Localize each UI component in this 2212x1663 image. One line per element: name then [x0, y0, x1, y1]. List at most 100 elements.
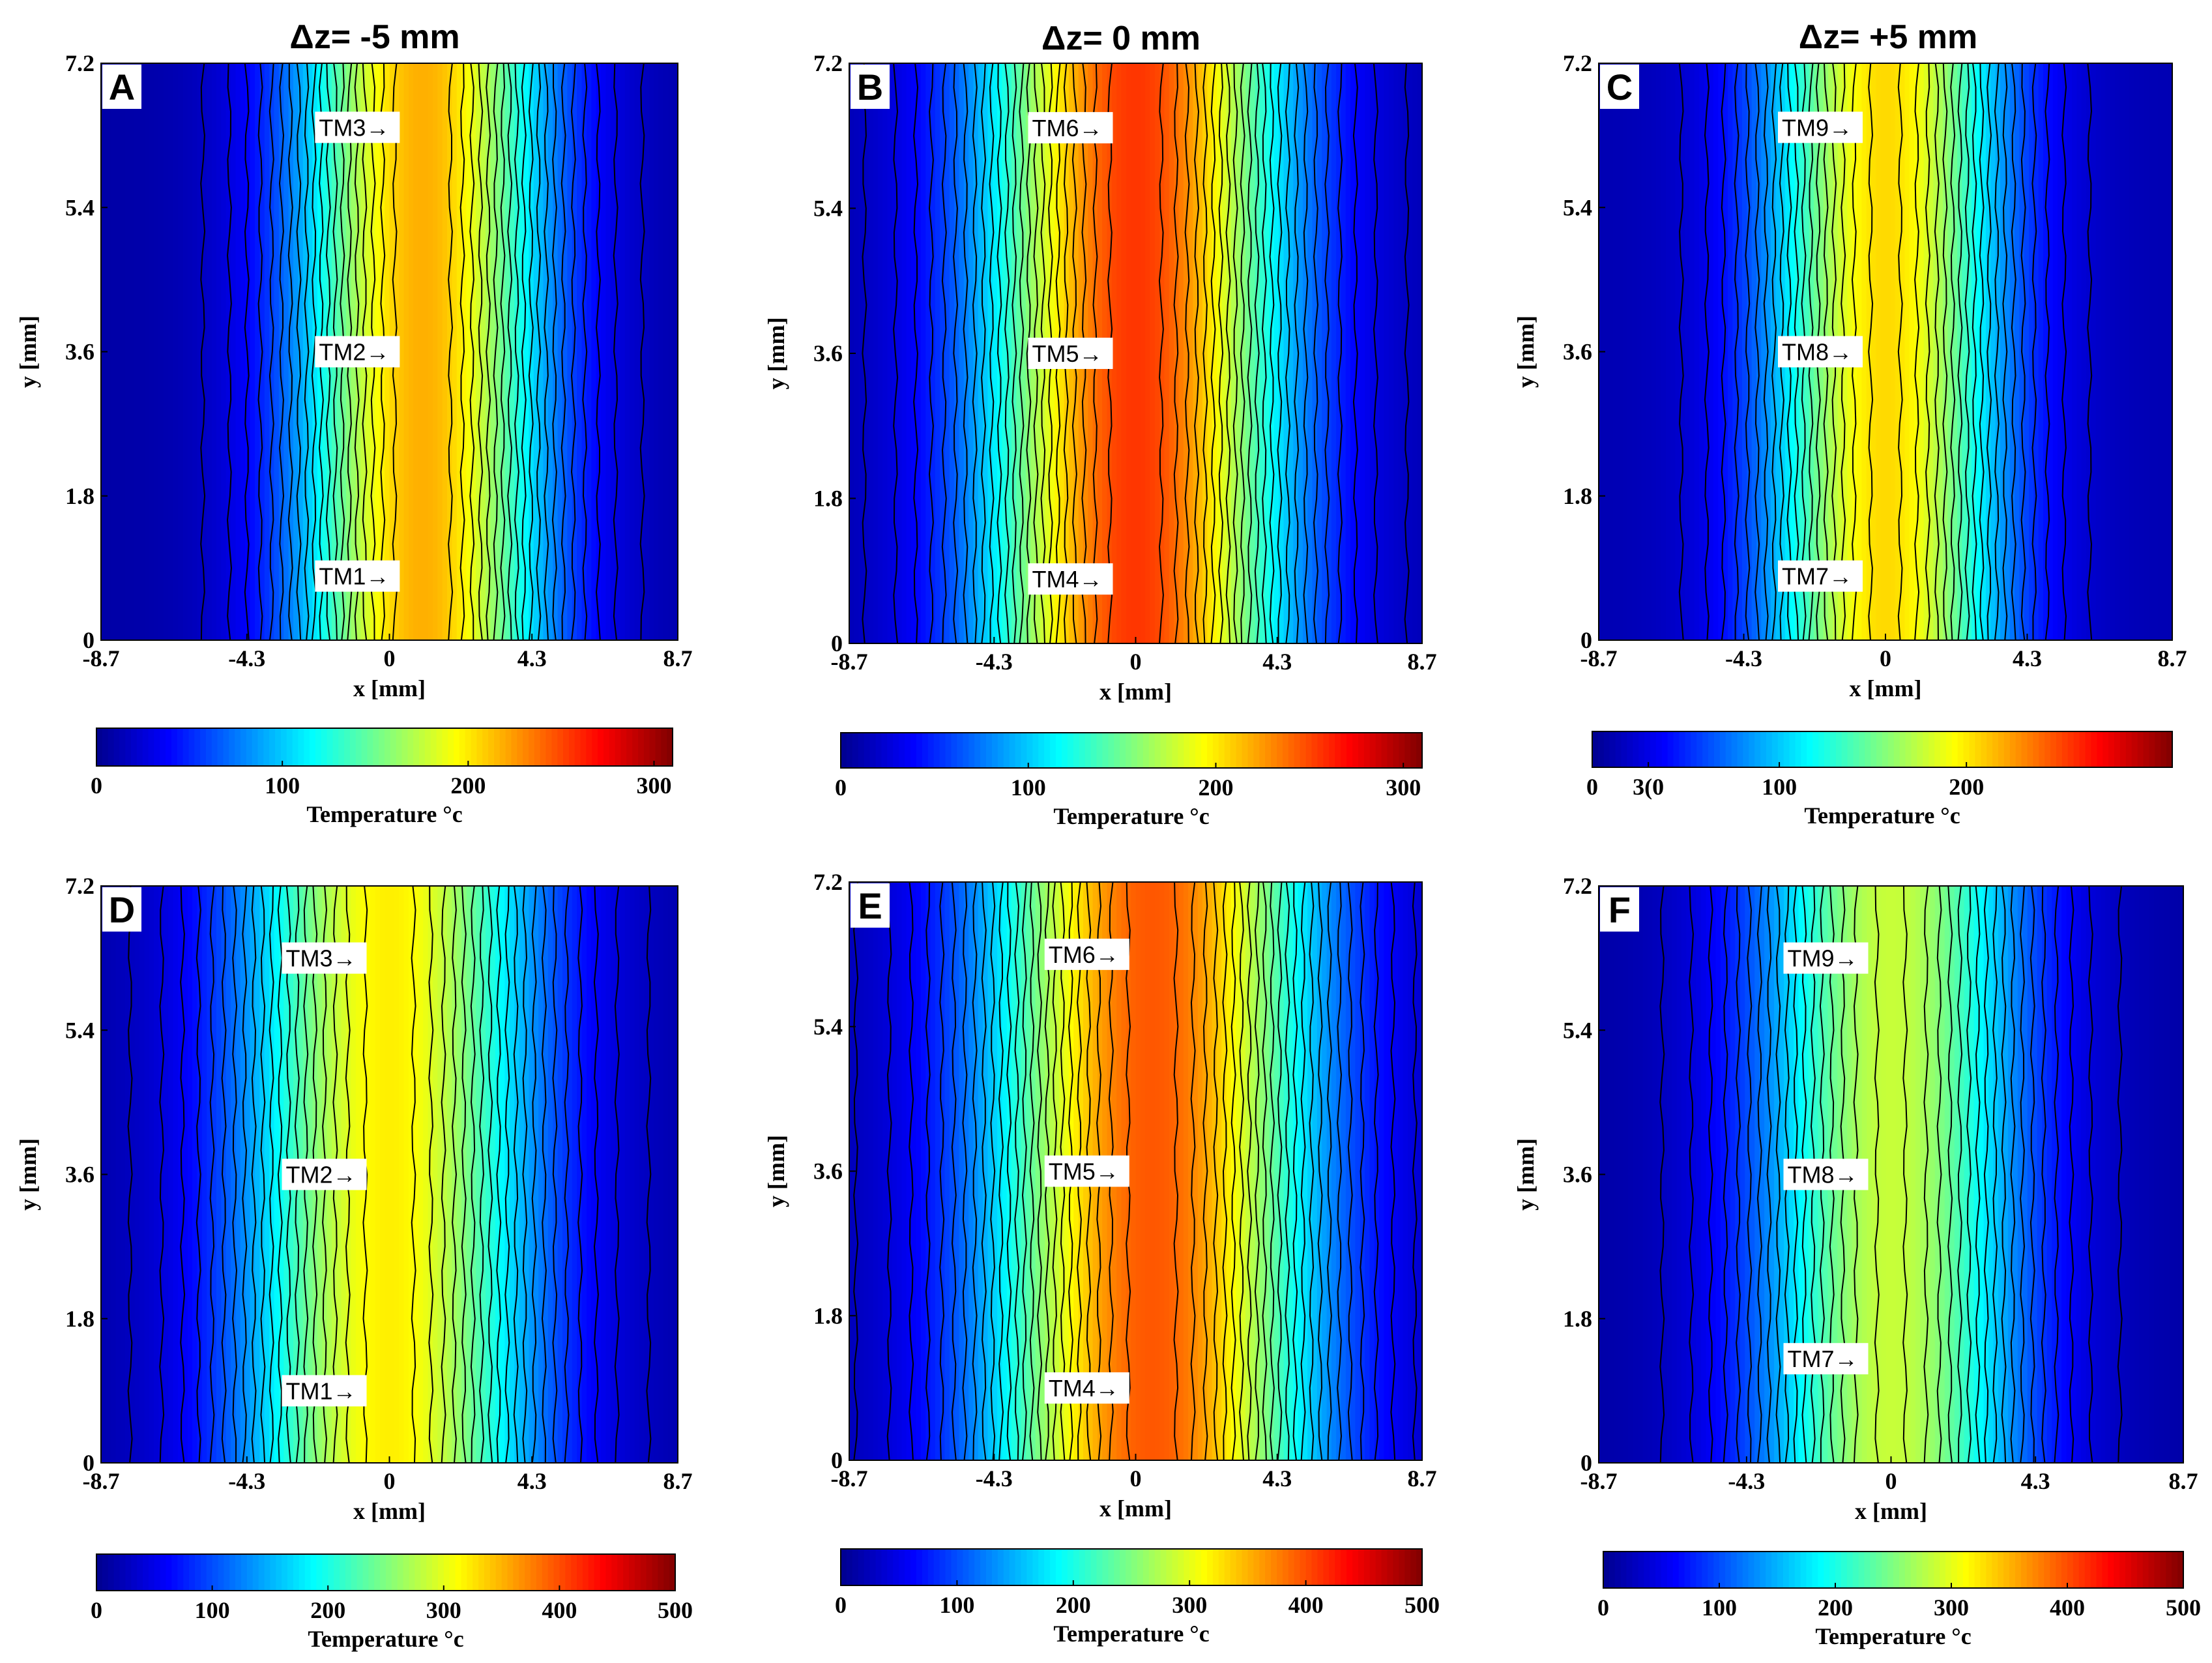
heat-strip — [106, 63, 111, 640]
contour-line — [953, 63, 959, 644]
heat-strip — [1657, 886, 1663, 1463]
colorbar-segment — [1876, 1552, 1882, 1588]
colorbar-segment — [1708, 731, 1715, 767]
heat-strip — [1398, 63, 1404, 643]
contour-line — [1326, 881, 1332, 1461]
tm-marker-label: TM9→ — [1788, 945, 1858, 972]
heat-strip — [1369, 882, 1375, 1460]
heat-strip — [1949, 886, 1955, 1463]
heat-strip — [1704, 63, 1710, 640]
heat-strip — [1751, 63, 1757, 640]
contour-line — [1721, 63, 1726, 641]
heat-strip — [437, 63, 443, 640]
colorbar-segment — [2038, 1552, 2045, 1588]
heat-strip — [620, 63, 626, 640]
contour-line — [2031, 63, 2037, 641]
colorbar-segment — [136, 728, 143, 766]
contour-line — [1254, 881, 1260, 1461]
colorbar-segment — [1317, 733, 1324, 768]
colorbar-segment — [1923, 731, 1929, 767]
colorbar-segment — [1154, 1549, 1161, 1585]
heat-strip — [1710, 886, 1717, 1463]
heat-strip — [2124, 63, 2130, 640]
heat-strip — [2032, 886, 2038, 1463]
contour-line — [582, 63, 588, 641]
heat-strip — [562, 63, 568, 640]
colorbar-segment — [293, 1554, 300, 1591]
tm-marker-box — [1044, 938, 1129, 970]
heat-strip — [1317, 63, 1322, 643]
colorbar-segment — [1608, 1552, 1616, 1588]
contour-line — [1373, 881, 1379, 1461]
heat-strip — [1885, 63, 1891, 640]
colorbar-segment — [119, 728, 126, 766]
panel-letter: C — [1607, 66, 1633, 108]
colorbar-segment — [1853, 731, 1860, 767]
colorbar-segment — [1673, 731, 1680, 767]
colorbar-segment — [1003, 733, 1010, 768]
colorbar-tick-label: 300 — [1934, 1595, 1969, 1621]
colorbar-segment — [974, 1549, 981, 1585]
colorbar-segment — [632, 728, 639, 766]
colorbar-segment — [1829, 1552, 1836, 1588]
contour-line — [544, 63, 549, 641]
heat-strip — [1408, 63, 1414, 643]
colorbar-segment — [1876, 731, 1883, 767]
contour-line — [500, 63, 506, 641]
colorbar-segment — [603, 728, 610, 766]
heat-strip — [187, 886, 193, 1463]
heat-strip — [1145, 882, 1151, 1460]
colorbar-segment — [304, 728, 310, 766]
heat-strip — [1331, 63, 1337, 643]
heat-strip — [639, 63, 645, 640]
chart-panel-d: D-8.7 -4.3 0 4.3 8.701.83.65.47.2x [mm]y [mm… — [15, 873, 693, 1652]
contour-line — [196, 885, 201, 1464]
chart-panel-b: B-8.7 -4.3 0 4.3 8.701.83.65.47.2x [mm]y [mm… — [763, 50, 1437, 829]
colorbar-segment — [2015, 1552, 2022, 1588]
colorbar-segment — [1667, 731, 1674, 767]
colorbar-segment — [519, 1554, 525, 1591]
colorbar-segment — [459, 728, 466, 766]
heat-strip — [1188, 882, 1194, 1460]
colorbar-segment — [1329, 1549, 1335, 1585]
heat-strip — [547, 886, 554, 1463]
colorbar-segment — [1852, 1552, 1859, 1588]
y-tick-label: 0 — [83, 627, 95, 653]
contour-line — [1222, 881, 1228, 1461]
colorbar-tick-label: 0 — [91, 1597, 102, 1623]
colorbar-segment — [916, 1549, 923, 1585]
colorbar-segment — [1962, 1552, 1970, 1588]
heat-strip — [1283, 882, 1289, 1460]
heat-strip — [2153, 63, 2159, 640]
colorbar-segment — [182, 728, 190, 766]
colorbar-segment — [1021, 1549, 1028, 1585]
tm-marker-label: TM3→ — [286, 945, 357, 972]
panel-letter: B — [857, 66, 883, 108]
tm-marker-label: TM3→ — [319, 114, 389, 141]
contour-line — [1390, 881, 1396, 1461]
colorbar-segment — [298, 1554, 306, 1591]
colorbar-segment — [663, 1554, 670, 1591]
colorbar-segment — [1737, 731, 1744, 767]
colorbar-segment — [2033, 731, 2040, 767]
heat-strip — [863, 63, 869, 643]
colorbar-segment — [1818, 1552, 1824, 1588]
heat-strip — [954, 63, 960, 643]
colorbar-segment — [661, 728, 667, 766]
colorbar-segment — [951, 733, 958, 768]
heat-strip — [858, 882, 864, 1460]
colorbar-segment — [1184, 1549, 1190, 1585]
colorbar-segment — [1865, 731, 1871, 767]
heat-strip — [1374, 63, 1380, 643]
colorbar-segment — [1708, 1552, 1714, 1588]
x-tick-label: 4.3 — [517, 1468, 547, 1494]
colorbar-tick-label: 0 — [835, 774, 847, 801]
heat-strip — [197, 63, 203, 640]
colorbar-segment — [1224, 1549, 1231, 1585]
colorbar-segment — [1311, 733, 1318, 768]
colorbar-segment — [148, 1554, 155, 1591]
colorbar-segment — [1288, 1549, 1295, 1585]
heat-strip — [663, 886, 669, 1463]
heat-strip — [1933, 63, 1939, 640]
colorbar-segment — [869, 1549, 877, 1585]
